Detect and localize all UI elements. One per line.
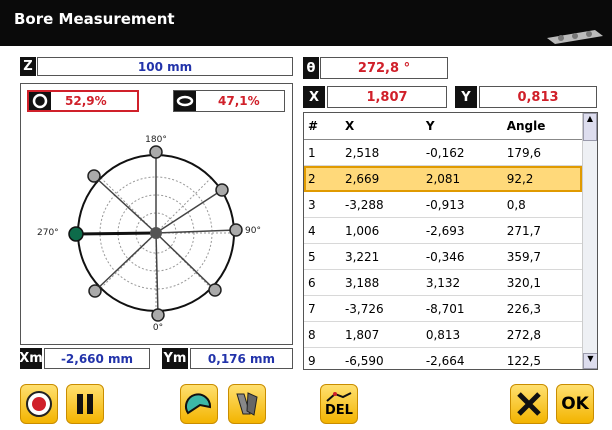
table-cell: 2,518 xyxy=(341,140,422,166)
title-bar: Bore Measurement xyxy=(0,0,612,46)
logo xyxy=(545,24,605,46)
z-value: 100 mm xyxy=(37,57,293,76)
theta-value: 272,8 ° xyxy=(320,57,448,79)
x-label: X xyxy=(303,86,325,108)
screen: {"header":{"title":"Bore Measurement"}, … xyxy=(0,0,612,430)
title: Bore Measurement xyxy=(14,10,175,28)
pause-button[interactable] xyxy=(66,384,104,424)
table-cell: -0,913 xyxy=(422,192,503,218)
table-cell: 2 xyxy=(304,166,341,192)
table-cell: 8 xyxy=(304,322,341,348)
table-cell: 6 xyxy=(304,270,341,296)
x-value: 1,807 xyxy=(327,86,447,108)
table-cell: -2,664 xyxy=(422,348,503,371)
ellipse-percent: 47,1% xyxy=(218,94,260,108)
ok-button[interactable]: OK xyxy=(556,384,594,424)
table-cell: 0,813 xyxy=(422,322,503,348)
table-cell: -8,701 xyxy=(422,296,503,322)
polar-label: 0° xyxy=(153,323,163,333)
table-cell: 0,8 xyxy=(503,192,582,218)
shape-panel: 52,9% 47,1% 180° 90° 0° 270° xyxy=(20,83,293,345)
table-cell: 1,807 xyxy=(341,322,422,348)
table-cell: -0,162 xyxy=(422,140,503,166)
polar-label: 180° xyxy=(145,135,167,145)
table-cell: 4 xyxy=(304,218,341,244)
delete-button[interactable]: DEL xyxy=(320,384,358,424)
table-cell: 3,188 xyxy=(341,270,422,296)
table-cell: -3,726 xyxy=(341,296,422,322)
table-cell: 179,6 xyxy=(503,140,582,166)
table-cell: -6,590 xyxy=(341,348,422,371)
header-cell: X xyxy=(341,113,422,140)
header-cell: Angle xyxy=(503,113,582,140)
cancel-button[interactable] xyxy=(510,384,548,424)
ellipse-icon xyxy=(174,91,196,111)
table-cell: 226,3 xyxy=(503,296,582,322)
ym-value: 0,176 mm xyxy=(190,348,293,369)
table-cell: 272,8 xyxy=(503,322,582,348)
table-cell: -2,693 xyxy=(422,218,503,244)
table-cell: 2,081 xyxy=(422,166,503,192)
theta-label: θ xyxy=(303,57,319,79)
polar-label: 90° xyxy=(245,226,261,236)
polar-label: 270° xyxy=(37,228,59,238)
table-cell: 271,7 xyxy=(503,218,582,244)
table-cell: 5 xyxy=(304,244,341,270)
table-cell: -3,288 xyxy=(341,192,422,218)
table-cell: 320,1 xyxy=(503,270,582,296)
scrollbar[interactable]: ▲ ▼ xyxy=(582,113,597,369)
table-cell: 7 xyxy=(304,296,341,322)
y-value: 0,813 xyxy=(479,86,597,108)
table-cell: 359,7 xyxy=(503,244,582,270)
tool-button[interactable] xyxy=(228,384,266,424)
delete-label: DEL xyxy=(325,403,353,418)
table-cell: 2,669 xyxy=(341,166,422,192)
table-cell: 1 xyxy=(304,140,341,166)
ellipse-indicator: 47,1% xyxy=(173,90,285,112)
circle-icon xyxy=(29,92,51,110)
table-cell: 3,221 xyxy=(341,244,422,270)
circle-percent: 52,9% xyxy=(65,94,107,108)
z-label: Z xyxy=(20,57,36,76)
record-button[interactable] xyxy=(20,384,58,424)
header-cell: # xyxy=(304,113,341,140)
table-cell: 9 xyxy=(304,348,341,371)
table-cell: -0,346 xyxy=(422,244,503,270)
table-cell: 1,006 xyxy=(341,218,422,244)
header-cell: Y xyxy=(422,113,503,140)
ym-label: Ym xyxy=(162,348,188,369)
table-cell: 3 xyxy=(304,192,341,218)
table-cell: 92,2 xyxy=(503,166,582,192)
polar-plot: 180° 90° 0° 270° xyxy=(21,118,292,344)
xm-label: Xm xyxy=(20,348,42,369)
table-cell: 122,5 xyxy=(503,348,582,371)
arc-button[interactable] xyxy=(180,384,218,424)
circle-indicator: 52,9% xyxy=(27,90,139,112)
table-cell: 3,132 xyxy=(422,270,503,296)
xm-value: -2,660 mm xyxy=(44,348,150,369)
y-label: Y xyxy=(455,86,477,108)
